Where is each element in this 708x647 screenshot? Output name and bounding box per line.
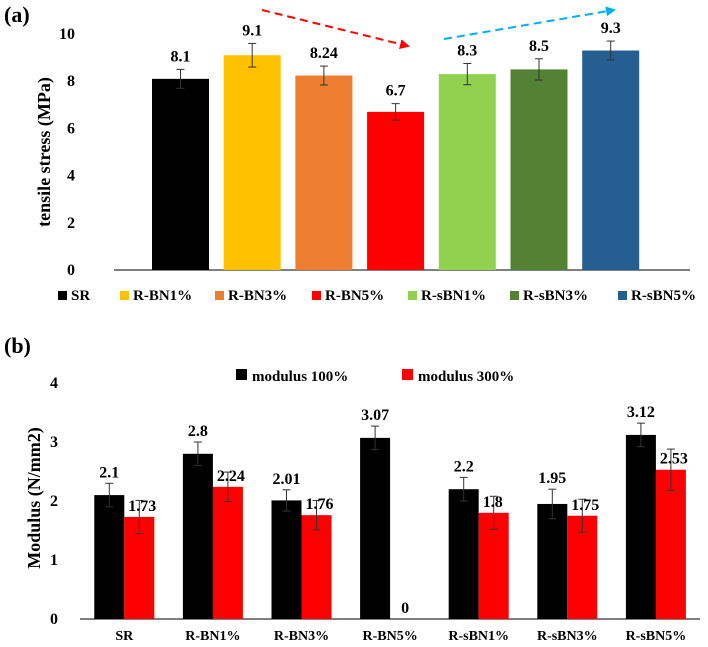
chart-b-legend-label: modulus 300% (418, 369, 514, 385)
chart-a-legend-swatch (120, 291, 129, 300)
chart-a-legend-swatch (312, 291, 321, 300)
chart-b-bar-modulus-300 (301, 515, 332, 619)
chart-b-category-label: R-sBN5% (626, 629, 687, 644)
chart-b-data-label: 2.01 (273, 471, 301, 488)
chart-a-ytick: 10 (59, 26, 75, 43)
chart-b-category-label: R-BN1% (185, 629, 240, 644)
chart-b-legend-label: modulus 100% (252, 369, 348, 385)
chart-b-category-label: R-sBN3% (537, 629, 598, 644)
chart-b-category-label: R-sBN1% (448, 629, 509, 644)
chart-b-ytick: 4 (50, 375, 58, 392)
chart-a-data-label: 8.24 (310, 45, 338, 62)
chart-b-category-label: R-BN3% (274, 629, 329, 644)
chart-b-legend-swatch (236, 369, 247, 380)
chart-a-data-label: 8.5 (529, 38, 549, 55)
chart-a-data-label: 8.3 (457, 43, 477, 60)
chart-a-ylabel: tensile stress (MPa) (34, 77, 55, 227)
chart-b-bar-modulus-100 (271, 500, 302, 619)
chart-b-data-label: 1.75 (571, 497, 599, 514)
chart-b-data-label: 1.73 (128, 498, 156, 515)
chart-a-ytick: 4 (67, 168, 75, 185)
chart-a-ytick: 8 (67, 73, 75, 90)
chart-a-bar (367, 111, 425, 270)
chart-b-data-label: 3.12 (627, 404, 655, 421)
chart-b: (b) Modulus (N/mm2) 0 1 2 3 4 SR 2.1 1.73 R-BN1%… (4, 333, 700, 644)
chart-b-data-label: 2.24 (217, 468, 245, 485)
chart-a-bar (295, 75, 353, 270)
chart-b-bar-modulus-100 (625, 434, 656, 619)
chart-b-bar-modulus-300 (567, 515, 598, 619)
chart-a-legend-label: SR (71, 288, 90, 304)
chart-b-data-label: 2.53 (660, 451, 688, 468)
chart-b-ytick: 3 (50, 434, 58, 451)
chart-b-bar-modulus-300 (212, 486, 243, 619)
chart-b-data-label: 2.8 (188, 423, 208, 440)
chart-b-data-label: 1.8 (483, 494, 503, 511)
chart-b-category-label: R-BN5% (362, 629, 417, 644)
chart-a-legend-swatch (215, 291, 224, 300)
chart-a-data-label: 9.1 (242, 22, 262, 39)
chart-a-increase-arrow (443, 6, 616, 40)
chart-a-bar (152, 78, 209, 270)
chart-a-bar (582, 50, 640, 270)
panel-a-label: (a) (4, 2, 30, 27)
chart-a-legend-label: R-BN5% (325, 288, 384, 304)
chart-a-legend-label: R-sBN3% (523, 288, 588, 304)
chart-a-legend-swatch (408, 291, 417, 300)
chart-b-data-label: 2.1 (99, 464, 119, 481)
chart-b-ylabel: Modulus (N/mm2) (24, 427, 45, 569)
chart-b-data-label: 1.95 (538, 470, 566, 487)
chart-b-bar-modulus-100 (360, 437, 391, 619)
chart-b-data-label: 0 (401, 600, 409, 617)
chart-a-data-label: 9.3 (601, 20, 621, 37)
chart-a-bar (510, 69, 568, 271)
chart-a-legend-swatch (58, 291, 67, 300)
chart-a-decrease-arrow (261, 9, 410, 49)
chart-b-bar-modulus-300 (478, 512, 509, 619)
chart-a-bar (438, 74, 496, 271)
panel-b-label: (b) (4, 333, 31, 358)
chart-b-data-label: 3.07 (361, 407, 389, 424)
chart-b-bar-modulus-100 (94, 495, 125, 619)
chart-a-ytick: 2 (67, 215, 75, 232)
chart-b-ytick: 0 (50, 611, 58, 628)
chart-a: (a) tensile stress (MPa) 0 2 4 6 8 10 8.1 9.1 8.… (4, 2, 696, 304)
chart-b-ytick: 2 (50, 493, 58, 510)
chart-a-legend-label: R-sBN5% (631, 288, 696, 304)
chart-a-bar (223, 55, 281, 270)
chart-a-legend-label: R-sBN1% (421, 288, 486, 304)
chart-a-legend-label: R-BN3% (228, 288, 287, 304)
chart-b-ytick: 1 (50, 552, 58, 569)
chart-a-legend-label: R-BN1% (133, 288, 192, 304)
chart-b-bar-modulus-100 (448, 489, 479, 619)
chart-a-data-label: 6.7 (386, 83, 406, 100)
chart-b-bar-modulus-100 (537, 503, 568, 619)
chart-a-legend-swatch (510, 291, 519, 300)
chart-a-legend-swatch (618, 291, 627, 300)
chart-b-data-label: 1.76 (306, 496, 334, 513)
chart-a-ytick: 0 (67, 262, 75, 279)
chart-b-category-label: SR (115, 629, 134, 644)
chart-b-bar-modulus-300 (655, 469, 686, 619)
chart-a-ytick: 6 (67, 120, 75, 137)
chart-b-legend-swatch (402, 369, 413, 380)
chart-b-data-label: 2.2 (454, 458, 474, 475)
chart-b-bar-modulus-100 (182, 453, 213, 619)
chart-a-data-label: 8.1 (171, 48, 191, 65)
